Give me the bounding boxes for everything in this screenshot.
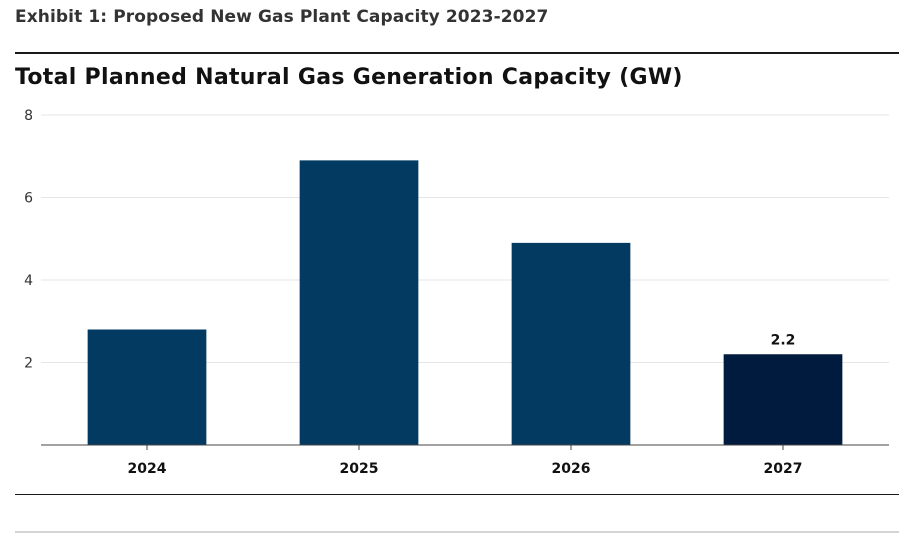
- x-tick-label: 2024: [128, 461, 167, 477]
- chart-title: Total Planned Natural Gas Generation Cap…: [15, 65, 683, 90]
- exhibit-title: Exhibit 1: Proposed New Gas Plant Capaci…: [15, 7, 549, 27]
- y-tick-label: 8: [24, 108, 33, 124]
- x-tick-label: 2026: [552, 461, 591, 477]
- bar-2024: [87, 329, 207, 445]
- bars: [87, 160, 843, 445]
- data-labels: 2.2: [771, 332, 796, 348]
- top-divider: [15, 52, 899, 54]
- x-tick-label: 2025: [340, 461, 379, 477]
- bar-2026: [511, 242, 631, 445]
- gridlines: [41, 114, 889, 363]
- x-axis-ticks: 2024 2025 2026 2027: [128, 445, 803, 477]
- bottom-divider: [15, 494, 899, 495]
- x-tick-label: 2027: [764, 461, 803, 477]
- footer-divider: [15, 531, 899, 533]
- y-axis-ticks: 2 4 6 8: [24, 108, 33, 372]
- bar-2025: [299, 160, 419, 445]
- y-tick-label: 4: [24, 273, 33, 289]
- y-tick-label: 2: [24, 356, 33, 372]
- y-tick-label: 6: [24, 191, 33, 207]
- bar-2027: [723, 354, 843, 445]
- data-label: 2.2: [771, 332, 796, 348]
